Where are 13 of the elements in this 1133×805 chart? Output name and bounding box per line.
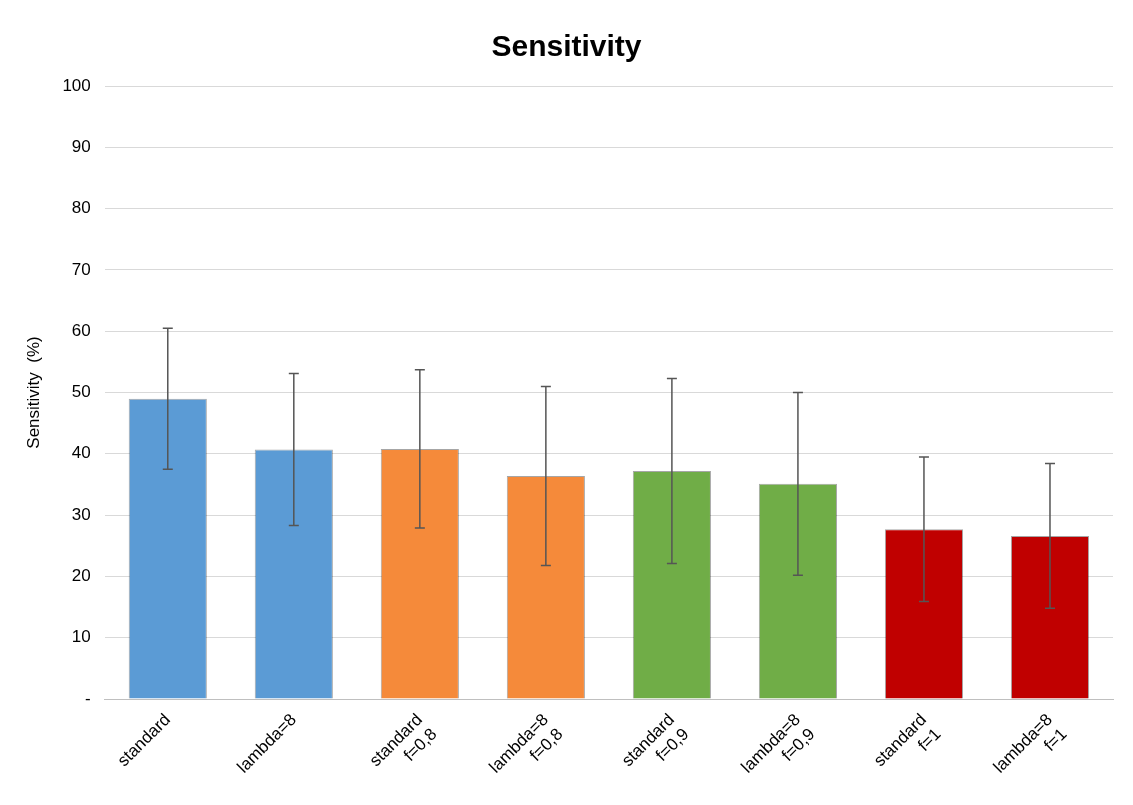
y-tick-label: 70 xyxy=(71,259,91,279)
y-tick-label: 30 xyxy=(71,504,91,524)
y-tick-label: 50 xyxy=(71,382,91,402)
y-tick-label: 40 xyxy=(71,443,91,463)
y-tick-label: 90 xyxy=(71,136,91,156)
y-tick-label: - xyxy=(85,688,91,708)
y-tick-label: 100 xyxy=(62,75,91,95)
y-tick-label: 10 xyxy=(71,627,91,647)
chart-title: Sensitivity xyxy=(491,29,642,63)
y-tick-label: 60 xyxy=(71,320,91,340)
y-tick-label: 20 xyxy=(71,566,91,586)
y-tick-label: 80 xyxy=(71,198,91,218)
y-axis-title: Sensitivity (%) xyxy=(23,336,43,449)
